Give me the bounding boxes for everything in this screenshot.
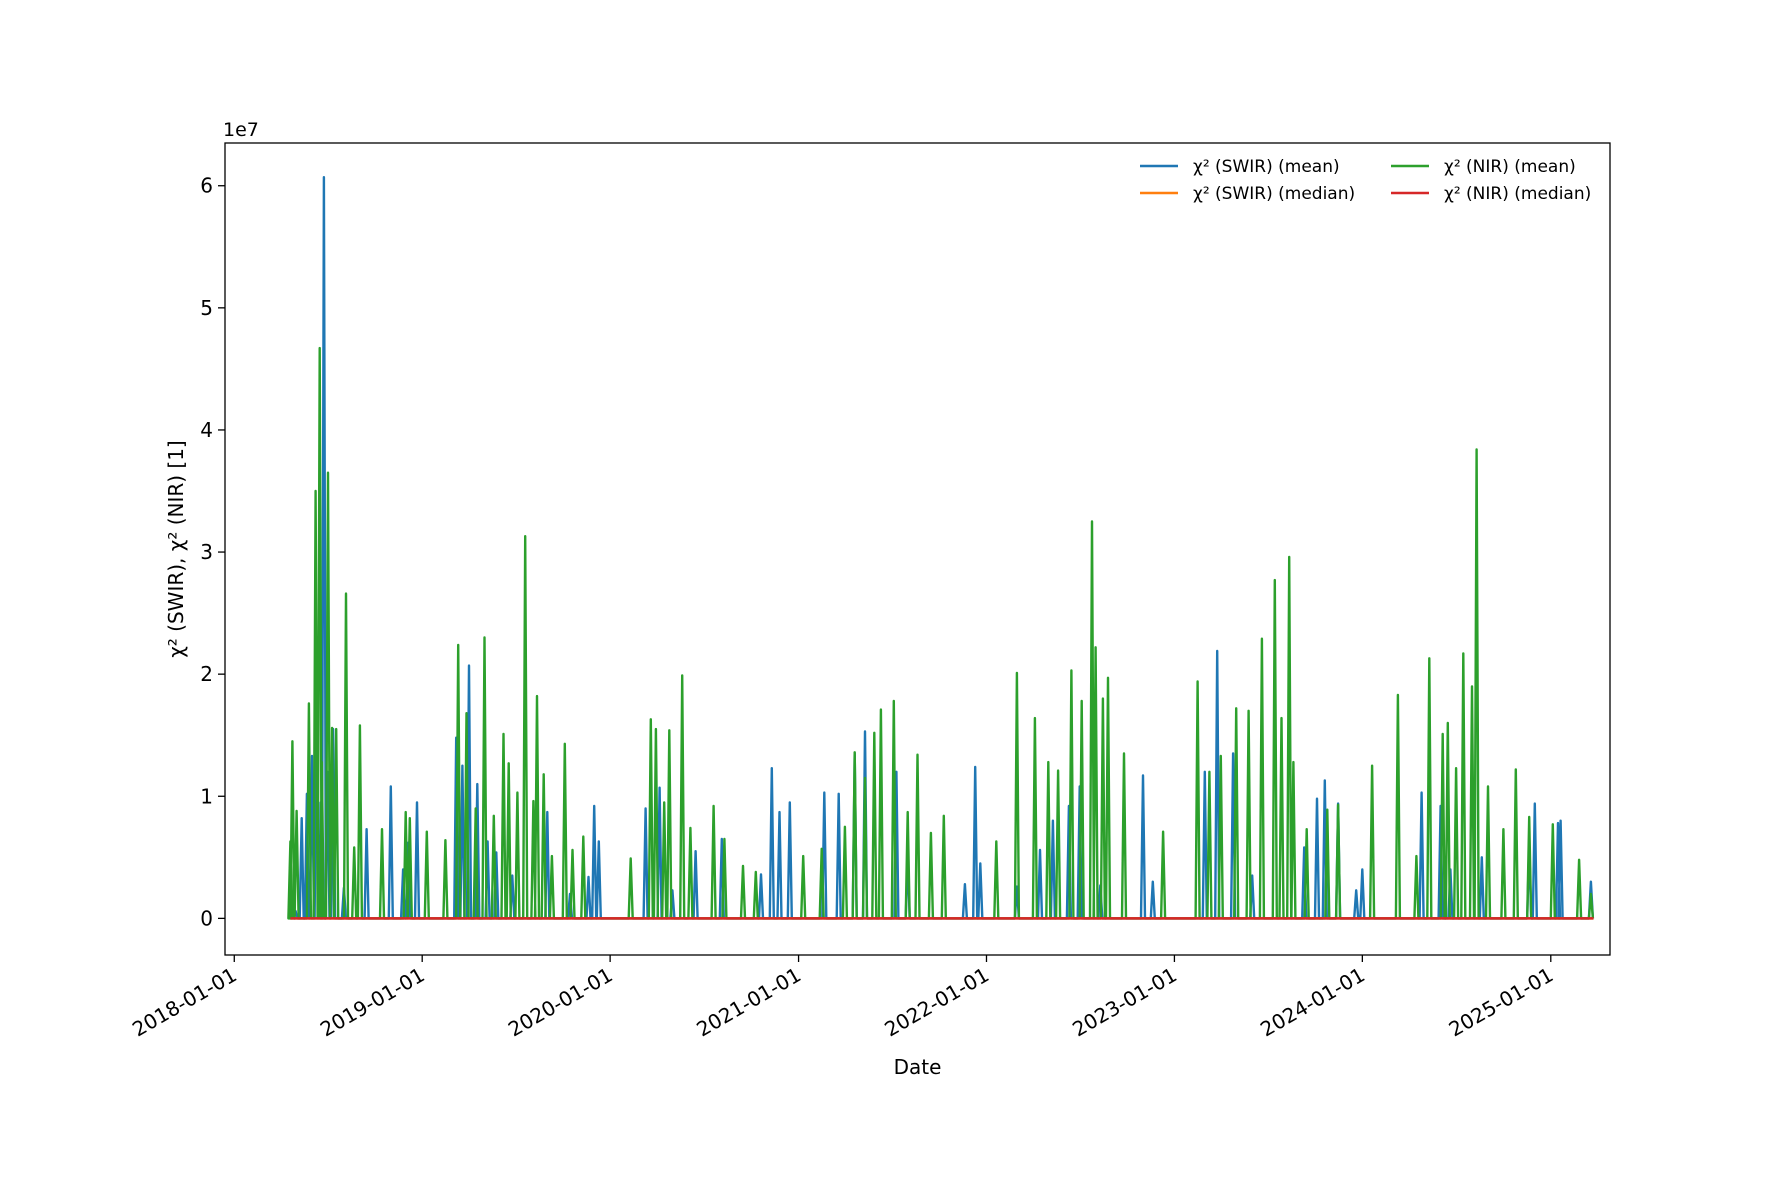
legend-label: χ² (SWIR) (mean) <box>1193 157 1340 177</box>
x-tick-label: 2018-01-01 <box>128 963 241 1042</box>
x-tick-label: 2019-01-01 <box>316 963 429 1042</box>
series-layer <box>287 176 1595 920</box>
series-2 <box>287 346 1595 920</box>
legend-item: χ² (NIR) (mean) <box>1391 157 1576 177</box>
series-line <box>287 346 1595 920</box>
legend-label: χ² (SWIR) (median) <box>1193 184 1355 204</box>
legend-item: χ² (SWIR) (median) <box>1140 184 1355 204</box>
y-tick-label: 6 <box>200 174 213 198</box>
x-tick-label: 2022-01-01 <box>880 963 993 1042</box>
y-axis: 0 1 2 3 4 5 6 <box>200 174 225 930</box>
y-tick-label: 2 <box>200 662 213 686</box>
legend: χ² (SWIR) (mean) χ² (SWIR) (median) χ² (NI… <box>1140 157 1591 204</box>
y-tick-label: 3 <box>200 540 213 564</box>
y-tick-label: 1 <box>200 784 213 808</box>
legend-item: χ² (SWIR) (mean) <box>1140 157 1340 177</box>
x-tick-label: 2020-01-01 <box>504 963 617 1042</box>
y-tick-label: 0 <box>200 906 213 930</box>
x-axis-label: Date <box>894 1055 942 1079</box>
y-axis-offset-label: 1e7 <box>223 119 259 141</box>
legend-label: χ² (NIR) (mean) <box>1444 157 1576 177</box>
x-tick-label: 2025-01-01 <box>1445 963 1558 1042</box>
y-tick-label: 5 <box>200 296 213 320</box>
legend-item: χ² (NIR) (median) <box>1391 184 1591 204</box>
y-tick-label: 4 <box>200 418 213 442</box>
y-axis-label: χ² (SWIR), χ² (NIR) [1] <box>164 440 188 658</box>
plot-area-frame <box>224 142 1611 956</box>
x-tick-label: 2024-01-01 <box>1256 963 1369 1042</box>
x-tick-label: 2021-01-01 <box>692 963 805 1042</box>
x-tick-label: 2023-01-01 <box>1068 963 1181 1042</box>
x-axis: 2018-01-01 2019-01-01 2020-01-01 2021-01-01… <box>128 955 1557 1041</box>
legend-label: χ² (NIR) (median) <box>1444 184 1591 204</box>
